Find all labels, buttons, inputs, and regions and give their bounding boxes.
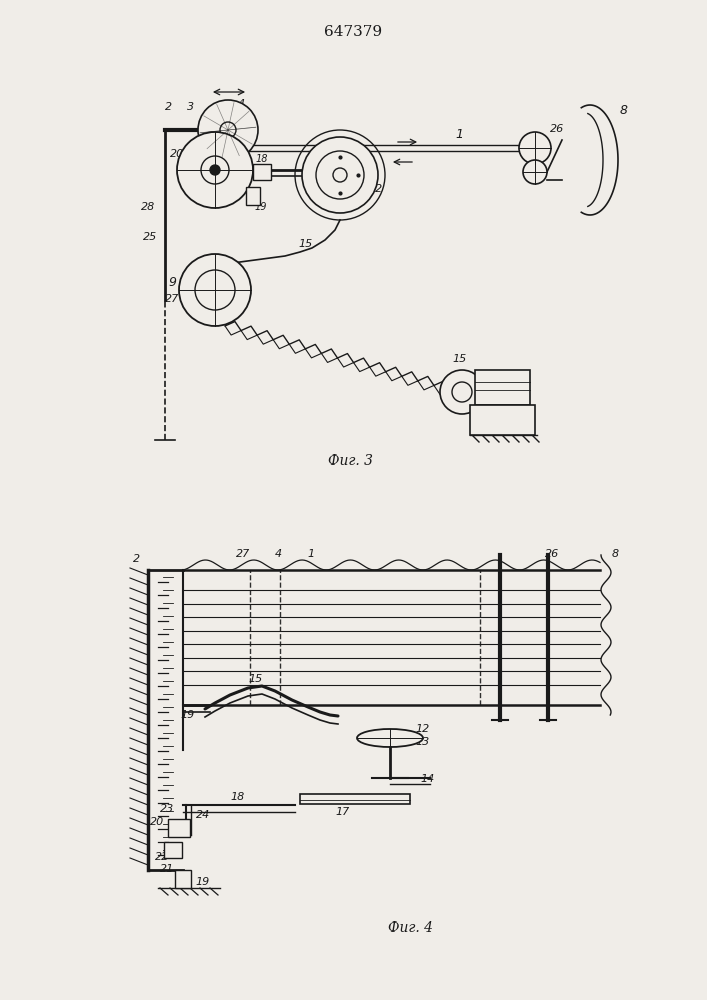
Bar [470,405,535,435]
Text: 22: 22 [155,852,169,862]
Text: 23: 23 [160,804,174,814]
Text: 20: 20 [150,817,164,827]
Text: 647379: 647379 [324,25,382,39]
Text: 26: 26 [550,124,564,134]
Text: 27: 27 [236,549,250,559]
Text: 14: 14 [305,182,320,192]
Text: Фиг. 3: Фиг. 3 [327,454,373,468]
Text: 21: 21 [160,864,174,874]
Text: 8: 8 [612,549,619,559]
Circle shape [523,160,547,184]
Text: 28: 28 [141,202,155,212]
Text: 19: 19 [195,877,209,887]
Ellipse shape [357,729,423,747]
Text: 24: 24 [196,810,210,820]
Text: 4: 4 [275,549,282,559]
Text: 2: 2 [165,102,172,112]
Text: 19: 19 [255,202,267,212]
Circle shape [177,132,253,208]
Text: 8: 8 [620,104,628,117]
Bar [253,164,271,180]
Circle shape [440,370,484,414]
Text: 12: 12 [368,184,382,194]
Text: 9: 9 [168,276,176,289]
Text: 25: 25 [143,232,157,242]
Text: 15: 15 [248,674,262,684]
Circle shape [198,100,258,160]
Text: 2: 2 [133,554,140,564]
Bar [246,187,260,205]
Text: Фиг. 4: Фиг. 4 [387,921,433,935]
Text: 18: 18 [230,792,244,802]
Text: 19: 19 [180,710,194,720]
Text: 18: 18 [256,154,269,164]
Circle shape [302,137,378,213]
Circle shape [179,254,251,326]
Text: 14: 14 [420,774,434,784]
Text: 17: 17 [335,807,349,817]
Circle shape [519,132,551,164]
Text: 20: 20 [170,149,185,159]
Text: 1: 1 [307,549,314,559]
Text: 4: 4 [238,99,245,109]
Bar [168,819,190,837]
Text: 26: 26 [545,549,559,559]
Bar [164,842,182,858]
Text: 27: 27 [165,294,180,304]
Text: 15: 15 [452,354,466,364]
Bar [300,794,410,804]
Circle shape [210,165,220,175]
Text: 12: 12 [415,724,429,734]
Text: 1: 1 [455,128,463,141]
Text: 17: 17 [335,172,349,182]
Text: 13: 13 [415,737,429,747]
Text: 3: 3 [187,102,194,112]
Bar [475,370,530,405]
Bar [175,870,191,888]
Text: 15: 15 [298,239,312,249]
